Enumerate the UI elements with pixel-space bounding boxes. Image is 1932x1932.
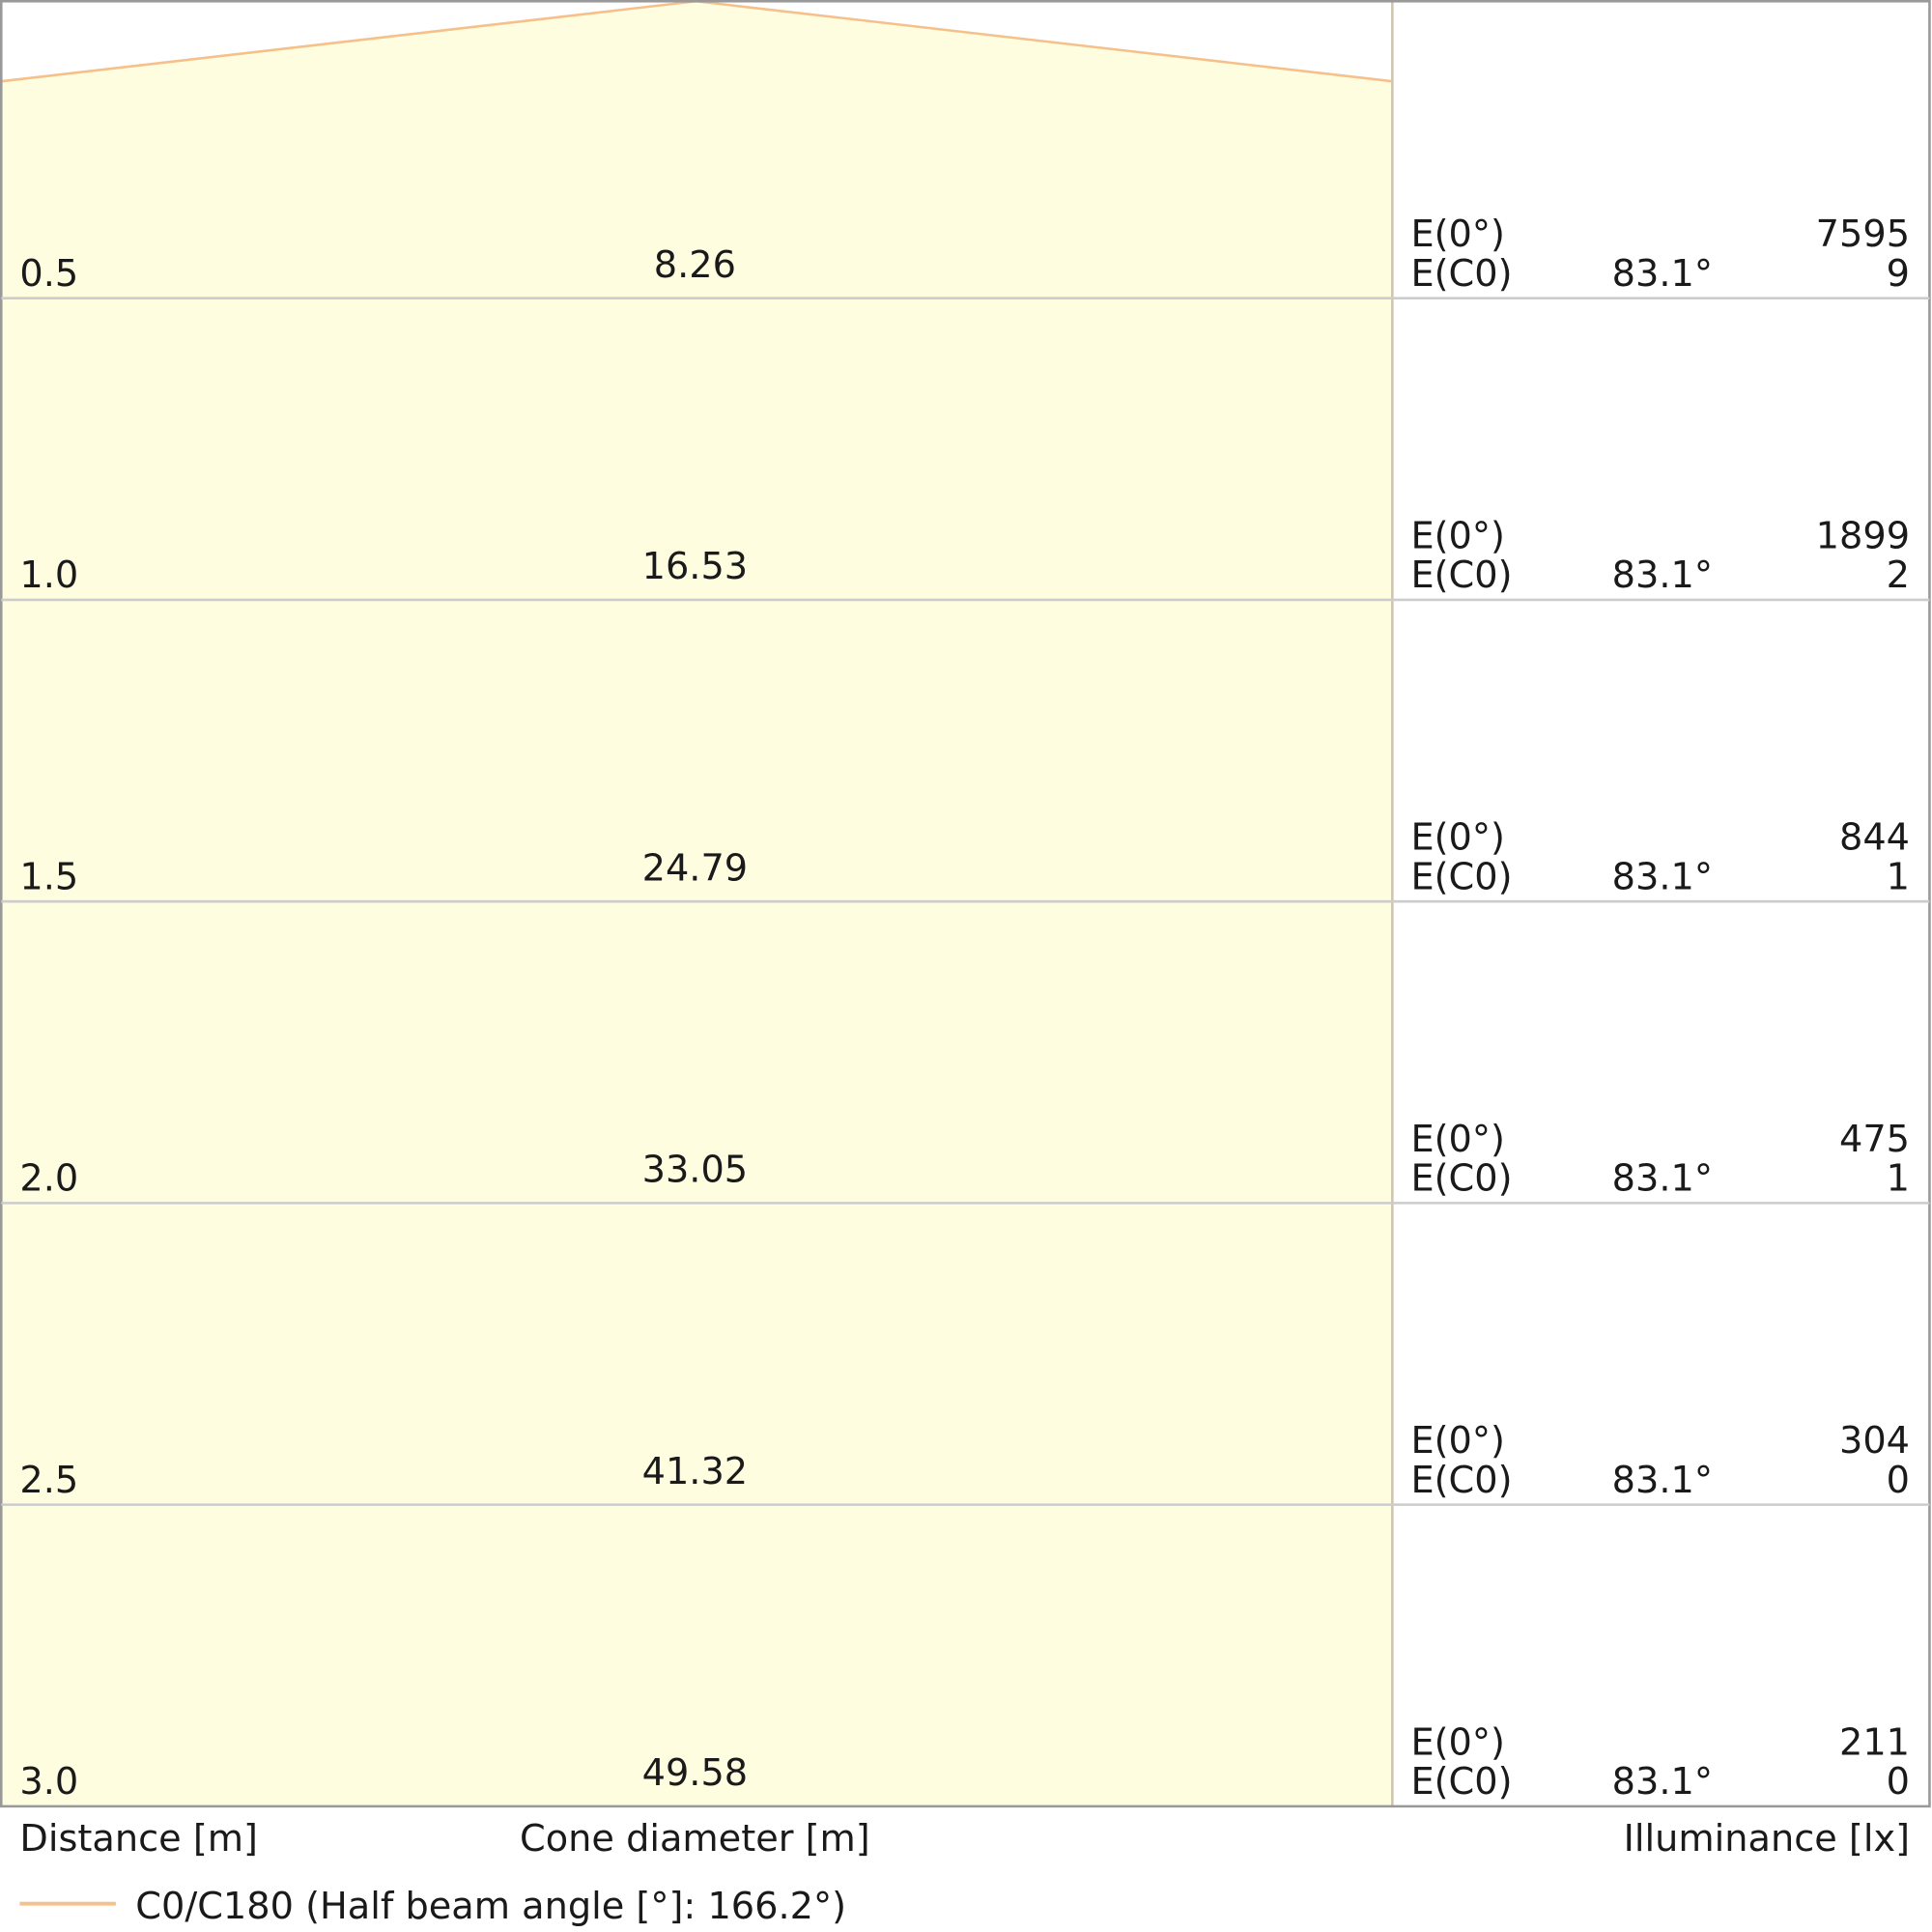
frame: [0, 0, 1931, 1808]
e0-value: 211: [1839, 1720, 1910, 1764]
ec0-value: 9: [1887, 252, 1910, 296]
legend-label: C0/C180 (Half beam angle [°]: 166.2°): [135, 1885, 846, 1928]
footer-illuminance: Illuminance [lx]: [1624, 1817, 1910, 1861]
cone-diameter: 33.05: [642, 1149, 749, 1192]
distance: 1.0: [19, 554, 78, 597]
ec0-label: E(C0): [1410, 1760, 1512, 1804]
ec0-angle: 83.1°: [1612, 1459, 1713, 1502]
e0-label: E(0°): [1410, 213, 1504, 256]
ec0-angle: 83.1°: [1612, 1760, 1713, 1804]
footer-distance: Distance [m]: [19, 1817, 258, 1861]
cone-diameter: 49.58: [642, 1751, 749, 1795]
ec0-label: E(C0): [1410, 1459, 1512, 1502]
e0-value: 844: [1839, 816, 1910, 860]
e0-label: E(0°): [1410, 1720, 1504, 1764]
distance: 2.5: [19, 1459, 78, 1502]
cone-diameter: 41.32: [642, 1450, 749, 1493]
distance: 1.5: [19, 855, 78, 898]
e0-value: 475: [1839, 1118, 1910, 1161]
e0-value: 304: [1839, 1419, 1910, 1463]
e0-label: E(0°): [1410, 514, 1504, 557]
ec0-angle: 83.1°: [1612, 855, 1713, 898]
cone-diameter: 16.53: [642, 545, 749, 588]
ec0-label: E(C0): [1410, 554, 1512, 597]
footer-diameter: Cone diameter [m]: [520, 1817, 870, 1861]
ec0-angle: 83.1°: [1612, 1157, 1713, 1201]
light-cone: [1, 1, 1393, 1806]
ec0-value: 2: [1887, 554, 1910, 597]
ec0-label: E(C0): [1410, 252, 1512, 296]
ec0-value: 1: [1887, 855, 1910, 898]
ec0-value: 1: [1887, 1157, 1910, 1201]
ec0-label: E(C0): [1410, 855, 1512, 898]
distance: 3.0: [19, 1760, 78, 1804]
ec0-angle: 83.1°: [1612, 252, 1713, 296]
distance: 2.0: [19, 1157, 78, 1201]
distance: 0.5: [19, 252, 78, 296]
ec0-label: E(C0): [1410, 1157, 1512, 1201]
e0-value: 7595: [1816, 213, 1910, 256]
ec0-angle: 83.1°: [1612, 554, 1713, 597]
rows: 0.5 8.26 E(0°) 7595 E(C0) 83.1° 9 1.0 16.53 E(0°)…: [1, 213, 1930, 1804]
e0-label: E(0°): [1410, 1118, 1504, 1161]
cone-diameter: 24.79: [642, 846, 749, 890]
e0-label: E(0°): [1410, 816, 1504, 860]
ec0-value: 0: [1887, 1760, 1910, 1804]
cone-diameter: 8.26: [654, 243, 736, 287]
e0-label: E(0°): [1410, 1419, 1504, 1463]
e0-value: 1899: [1816, 514, 1910, 557]
ec0-value: 0: [1887, 1459, 1910, 1502]
